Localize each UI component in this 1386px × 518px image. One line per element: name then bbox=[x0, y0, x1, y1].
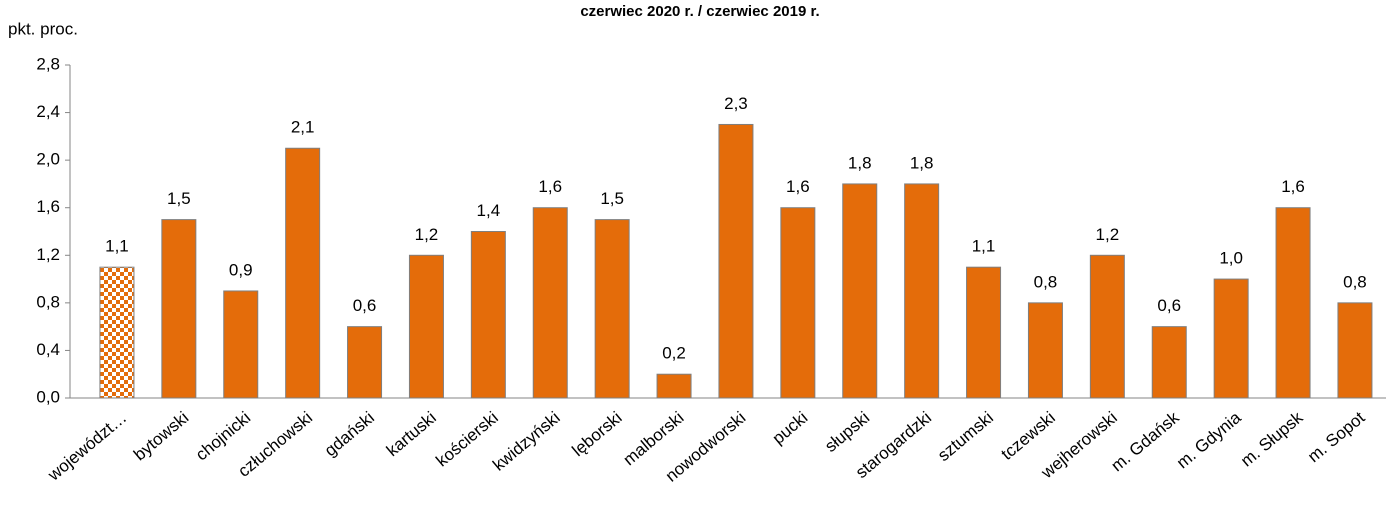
y-tick-label: 0,8 bbox=[36, 292, 60, 311]
x-tick-label: lęborski bbox=[569, 408, 626, 460]
bar bbox=[347, 326, 383, 399]
x-tick-label: pucki bbox=[769, 408, 812, 448]
x-tick-label: bytowski bbox=[130, 408, 192, 464]
x-tick-label: chojnicki bbox=[192, 408, 254, 464]
data-label: 0,6 bbox=[353, 296, 377, 315]
x-tick-label: słupski bbox=[821, 408, 873, 456]
data-label: 1,8 bbox=[910, 153, 934, 172]
data-label: 1,1 bbox=[972, 237, 996, 256]
x-tick-label: m. Słupsk bbox=[1237, 408, 1307, 471]
y-tick-label: 0,4 bbox=[36, 340, 60, 359]
data-label: 1,8 bbox=[848, 153, 872, 172]
bar bbox=[1275, 207, 1311, 399]
data-label: 0,6 bbox=[1157, 296, 1181, 315]
data-label: 1,5 bbox=[167, 189, 191, 208]
y-axis-label: pkt. proc. bbox=[8, 19, 78, 38]
data-label: 1,1 bbox=[105, 237, 129, 256]
y-tick-label: 1,6 bbox=[36, 197, 60, 216]
bar bbox=[470, 231, 506, 399]
bar bbox=[408, 254, 444, 399]
bar bbox=[161, 219, 197, 399]
data-label: 1,2 bbox=[1096, 225, 1120, 244]
data-label: 1,6 bbox=[786, 177, 810, 196]
y-tick-label: 2,0 bbox=[36, 150, 60, 169]
x-tick-label: m. Gdynia bbox=[1173, 408, 1245, 473]
y-tick-label: 1,2 bbox=[36, 245, 60, 264]
x-tick-label: tczewski bbox=[997, 408, 1058, 464]
bar bbox=[594, 219, 630, 399]
bar bbox=[966, 266, 1002, 399]
y-tick-label: 2,4 bbox=[36, 102, 60, 121]
x-tick-label: gdański bbox=[321, 408, 378, 460]
bar bbox=[532, 207, 568, 399]
bar bbox=[1151, 326, 1187, 399]
x-tick-label: kartuski bbox=[383, 408, 440, 460]
data-label: 0,8 bbox=[1343, 272, 1367, 291]
data-label: 0,2 bbox=[662, 344, 686, 363]
x-tick-label: kwidzyński bbox=[489, 408, 563, 475]
bar bbox=[842, 183, 878, 399]
bar bbox=[1213, 278, 1249, 399]
x-tick-label: województ… bbox=[44, 408, 131, 485]
bar bbox=[656, 373, 692, 399]
bar bbox=[904, 183, 940, 399]
x-tick-label: m. Sopot bbox=[1304, 408, 1369, 466]
data-label: 1,5 bbox=[600, 189, 624, 208]
chart-title: czerwiec 2020 r. / czerwiec 2019 r. bbox=[580, 3, 819, 20]
x-tick-label: m. Gdańsk bbox=[1108, 408, 1184, 476]
bar bbox=[718, 123, 754, 399]
data-label: 1,0 bbox=[1219, 249, 1243, 268]
data-label: 0,9 bbox=[229, 260, 253, 279]
data-label: 1,6 bbox=[1281, 177, 1305, 196]
data-label: 2,3 bbox=[724, 94, 748, 113]
x-tick-label: sztumski bbox=[934, 408, 997, 465]
data-label: 0,8 bbox=[1034, 272, 1058, 291]
y-tick-label: 2,8 bbox=[36, 54, 60, 73]
bar bbox=[1089, 254, 1125, 399]
data-label: 2,1 bbox=[291, 118, 315, 137]
bar bbox=[1027, 302, 1063, 399]
bar bbox=[223, 290, 259, 399]
bar bbox=[285, 147, 321, 399]
data-label: 1,6 bbox=[538, 177, 562, 196]
data-label: 1,4 bbox=[477, 201, 501, 220]
bar bbox=[780, 207, 816, 399]
bar bbox=[1337, 302, 1373, 399]
bar bbox=[99, 266, 135, 399]
data-label: 1,2 bbox=[415, 225, 439, 244]
y-tick-label: 0,0 bbox=[36, 387, 60, 406]
